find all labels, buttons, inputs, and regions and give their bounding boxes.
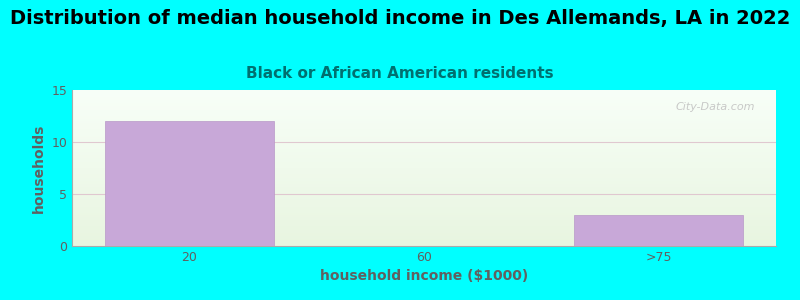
Text: City-Data.com: City-Data.com — [675, 103, 755, 112]
Text: Black or African American residents: Black or African American residents — [246, 66, 554, 81]
Text: Distribution of median household income in Des Allemands, LA in 2022: Distribution of median household income … — [10, 9, 790, 28]
Y-axis label: households: households — [32, 123, 46, 213]
Bar — [574, 215, 743, 246]
X-axis label: household income ($1000): household income ($1000) — [320, 269, 528, 284]
Bar — [105, 121, 274, 246]
